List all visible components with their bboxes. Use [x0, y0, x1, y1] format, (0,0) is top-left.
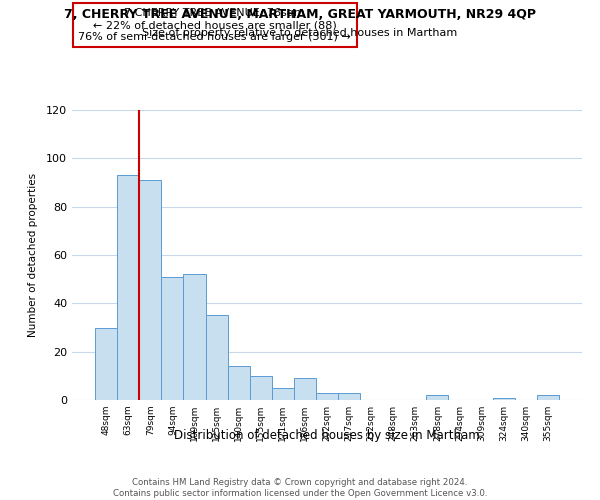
Bar — [227, 366, 250, 400]
Text: 7 CHERRY TREE AVENUE: 76sqm
← 22% of detached houses are smaller (88)
76% of sem: 7 CHERRY TREE AVENUE: 76sqm ← 22% of det… — [79, 8, 351, 42]
Y-axis label: Number of detached properties: Number of detached properties — [28, 173, 38, 337]
Bar — [95, 328, 117, 400]
Text: 7, CHERRY TREE AVENUE, MARTHAM, GREAT YARMOUTH, NR29 4QP: 7, CHERRY TREE AVENUE, MARTHAM, GREAT YA… — [64, 8, 536, 20]
Bar — [161, 277, 184, 400]
Text: Size of property relative to detached houses in Martham: Size of property relative to detached ho… — [142, 28, 458, 38]
Bar — [117, 176, 139, 400]
Bar — [139, 180, 161, 400]
Bar — [206, 316, 227, 400]
Bar — [294, 378, 316, 400]
Bar — [493, 398, 515, 400]
Bar — [537, 395, 559, 400]
Bar — [427, 395, 448, 400]
Text: Contains HM Land Registry data © Crown copyright and database right 2024.
Contai: Contains HM Land Registry data © Crown c… — [113, 478, 487, 498]
Bar — [338, 393, 360, 400]
Bar — [316, 393, 338, 400]
Text: Distribution of detached houses by size in Martham: Distribution of detached houses by size … — [174, 430, 480, 442]
Bar — [250, 376, 272, 400]
Bar — [272, 388, 294, 400]
Bar — [184, 274, 206, 400]
